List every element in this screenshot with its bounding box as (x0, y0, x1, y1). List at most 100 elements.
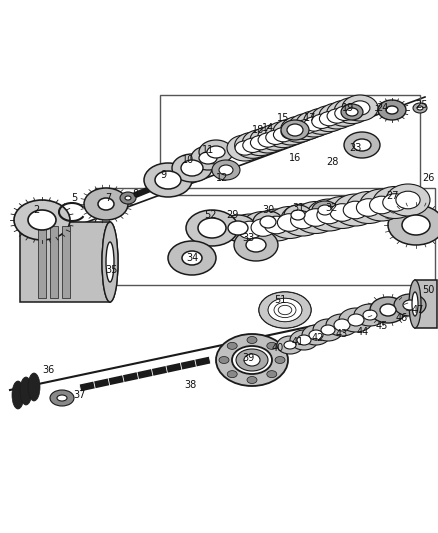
Ellipse shape (301, 325, 329, 345)
Text: 11: 11 (201, 145, 214, 155)
Ellipse shape (295, 111, 331, 137)
Ellipse shape (319, 197, 364, 229)
Ellipse shape (377, 100, 405, 120)
Ellipse shape (219, 357, 229, 364)
Text: 7: 7 (105, 193, 111, 203)
Ellipse shape (106, 242, 114, 282)
Text: 44: 44 (356, 327, 368, 337)
Ellipse shape (411, 292, 417, 316)
Ellipse shape (254, 209, 298, 241)
Ellipse shape (233, 229, 277, 261)
Ellipse shape (168, 241, 215, 275)
Ellipse shape (286, 124, 302, 136)
Ellipse shape (249, 127, 285, 153)
Ellipse shape (250, 135, 270, 150)
Ellipse shape (280, 125, 300, 139)
Text: 18: 18 (251, 125, 264, 135)
Text: 12: 12 (215, 173, 228, 183)
Ellipse shape (198, 140, 233, 164)
Ellipse shape (207, 146, 225, 158)
Ellipse shape (258, 133, 277, 147)
Ellipse shape (273, 302, 295, 318)
Ellipse shape (369, 297, 405, 323)
Ellipse shape (342, 103, 361, 118)
Ellipse shape (317, 205, 331, 215)
Ellipse shape (402, 300, 416, 310)
Ellipse shape (12, 381, 24, 409)
Ellipse shape (293, 201, 337, 233)
Text: 9: 9 (159, 170, 166, 180)
Ellipse shape (264, 216, 288, 234)
Ellipse shape (352, 139, 370, 151)
Ellipse shape (50, 390, 74, 406)
Ellipse shape (226, 135, 262, 161)
Ellipse shape (273, 127, 293, 142)
Ellipse shape (276, 336, 302, 354)
Ellipse shape (332, 194, 377, 226)
Ellipse shape (247, 376, 256, 384)
Ellipse shape (102, 222, 118, 302)
Ellipse shape (227, 214, 272, 246)
Text: 45: 45 (375, 321, 387, 331)
Ellipse shape (312, 319, 342, 341)
Ellipse shape (288, 114, 324, 140)
Text: 15: 15 (276, 113, 289, 123)
Ellipse shape (215, 334, 287, 386)
Text: 29: 29 (225, 210, 238, 220)
Ellipse shape (14, 200, 70, 240)
Text: 5: 5 (71, 193, 77, 203)
Ellipse shape (369, 196, 393, 214)
Ellipse shape (316, 206, 340, 224)
Ellipse shape (144, 163, 191, 197)
Ellipse shape (304, 117, 323, 131)
Ellipse shape (382, 193, 406, 211)
Ellipse shape (385, 106, 397, 114)
Ellipse shape (172, 154, 212, 182)
Ellipse shape (334, 106, 354, 120)
Ellipse shape (319, 111, 339, 126)
Text: 27: 27 (386, 191, 398, 201)
Text: 2: 2 (33, 205, 39, 215)
Ellipse shape (290, 330, 317, 350)
Ellipse shape (84, 188, 128, 220)
Text: 32: 32 (325, 203, 337, 213)
Ellipse shape (198, 218, 226, 238)
Ellipse shape (270, 300, 298, 320)
Ellipse shape (98, 198, 114, 210)
Ellipse shape (266, 342, 276, 349)
Text: 23: 23 (348, 143, 360, 153)
Text: 51: 51 (273, 295, 286, 305)
Ellipse shape (311, 114, 331, 128)
Text: 40: 40 (271, 343, 283, 353)
Ellipse shape (268, 298, 301, 322)
Ellipse shape (265, 122, 300, 148)
Ellipse shape (242, 138, 262, 152)
Text: 42: 42 (311, 333, 323, 343)
Ellipse shape (387, 205, 438, 245)
Ellipse shape (296, 119, 315, 134)
Ellipse shape (346, 191, 390, 223)
Ellipse shape (334, 98, 370, 124)
Ellipse shape (353, 304, 385, 326)
Ellipse shape (356, 199, 380, 216)
Ellipse shape (280, 116, 316, 142)
Text: 28: 28 (325, 157, 337, 167)
Bar (20, 222, 110, 302)
Ellipse shape (311, 201, 337, 219)
Ellipse shape (379, 304, 395, 316)
Ellipse shape (283, 205, 311, 225)
Ellipse shape (306, 199, 350, 231)
Text: 14: 14 (261, 123, 273, 133)
Text: 50: 50 (421, 285, 433, 295)
Text: 8: 8 (132, 189, 138, 199)
Ellipse shape (341, 95, 377, 121)
Ellipse shape (257, 124, 293, 150)
Ellipse shape (303, 209, 327, 227)
Ellipse shape (234, 132, 270, 158)
Ellipse shape (345, 108, 357, 116)
Ellipse shape (338, 308, 372, 332)
Ellipse shape (297, 335, 310, 345)
Ellipse shape (280, 204, 324, 236)
Ellipse shape (343, 132, 379, 158)
Ellipse shape (329, 204, 353, 221)
